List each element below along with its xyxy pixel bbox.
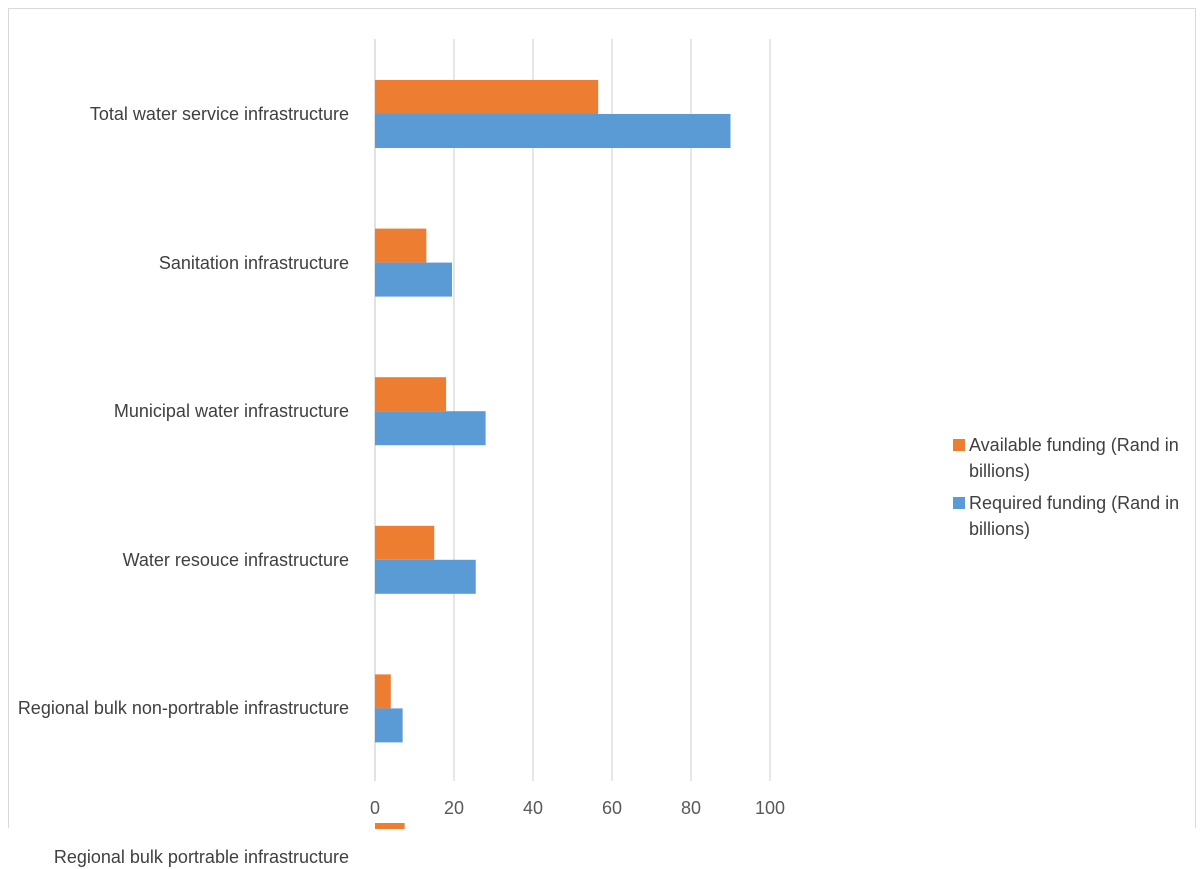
category-label: Municipal water infrastructure bbox=[113, 401, 349, 422]
bar-available bbox=[375, 377, 447, 412]
bar-available bbox=[375, 525, 435, 560]
x-tick-label: 80 bbox=[681, 798, 701, 818]
bar-required bbox=[375, 708, 403, 743]
legend-item: Available funding (Rand in billions) bbox=[953, 432, 1193, 484]
bars bbox=[375, 80, 731, 829]
legend-label: Available funding (Rand in billions) bbox=[969, 435, 1179, 481]
bar-required bbox=[375, 262, 453, 297]
bar-available bbox=[375, 80, 599, 114]
category-label: Regional bulk non-portrable infrastructu… bbox=[17, 698, 349, 719]
bar-required bbox=[375, 114, 731, 148]
x-tick-label: 40 bbox=[523, 798, 543, 818]
bar-chart: 0 20 40 60 80 100 bbox=[370, 39, 785, 829]
x-tick-label: 60 bbox=[602, 798, 622, 818]
bar-available bbox=[375, 674, 391, 709]
category-label: Regional bulk portrable infrastructure bbox=[53, 847, 349, 867]
bar-required bbox=[375, 559, 476, 594]
legend: Available funding (Rand in billions) Requ… bbox=[953, 432, 1193, 548]
x-tick-label: 20 bbox=[444, 798, 464, 818]
legend-label: Required funding (Rand in billions) bbox=[969, 493, 1180, 539]
legend-item: Required funding (Rand in billions) bbox=[953, 490, 1193, 542]
x-axis-ticks: 0 20 40 60 80 100 bbox=[370, 798, 785, 818]
bar-available bbox=[375, 228, 427, 263]
legend-swatch bbox=[953, 497, 965, 509]
bar-required bbox=[375, 411, 486, 446]
chart-frame: 0 20 40 60 80 100 Total water service infrast… bbox=[8, 8, 1196, 867]
legend-swatch bbox=[953, 439, 965, 451]
bar-available bbox=[375, 823, 405, 829]
category-label: Sanitation infrastructure bbox=[158, 252, 349, 273]
category-label: Total water service infrastructure bbox=[89, 104, 349, 124]
category-label: Water resouce infrastructure bbox=[122, 549, 349, 570]
gridlines bbox=[374, 39, 771, 781]
x-tick-label: 0 bbox=[370, 798, 380, 818]
x-tick-label: 100 bbox=[755, 798, 785, 818]
